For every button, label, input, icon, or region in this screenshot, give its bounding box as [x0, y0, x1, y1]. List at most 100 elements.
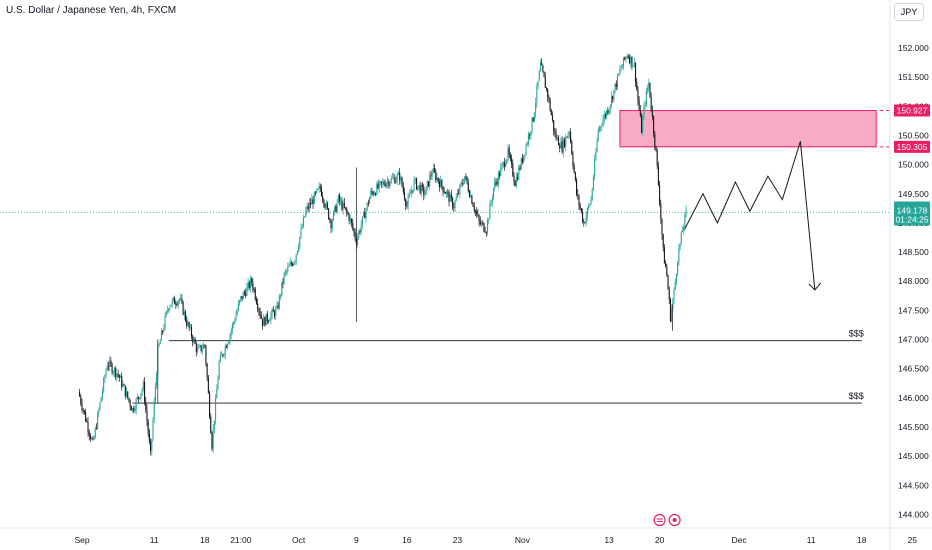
candle-body — [195, 343, 197, 352]
current-price-label: 149.178 — [897, 206, 928, 216]
candle-body — [632, 66, 634, 67]
candle-body — [258, 309, 260, 312]
supply-zone[interactable] — [619, 110, 877, 148]
candle-body — [337, 195, 339, 203]
candle-body — [596, 140, 598, 153]
candle-body — [365, 209, 367, 219]
candle-body — [584, 222, 586, 224]
candle-body — [561, 141, 563, 153]
currency-selector[interactable]: JPY — [894, 3, 924, 21]
candle-body — [420, 184, 422, 194]
candle-body — [227, 343, 229, 348]
candle-body — [277, 305, 279, 308]
candle-body — [518, 167, 520, 180]
zone-bottom-price-label-bg — [894, 140, 930, 153]
candle-body — [583, 221, 585, 223]
candle-body — [283, 272, 285, 284]
candle-body — [317, 188, 319, 190]
candle-body — [180, 298, 182, 300]
candle-body — [406, 205, 408, 207]
candle-body — [450, 194, 452, 198]
candle-body — [141, 389, 143, 394]
countdown-label: 01:24:25 — [895, 215, 928, 225]
x-tick-label: 11 — [150, 535, 159, 545]
candle-body — [608, 109, 610, 114]
candle-body — [651, 109, 653, 117]
candle-body — [460, 183, 462, 185]
candle-body — [290, 262, 292, 265]
candle-body — [616, 74, 619, 87]
candle-body — [207, 377, 209, 394]
candle-body — [148, 433, 150, 442]
candle-body — [519, 167, 521, 170]
candle-body — [366, 202, 368, 210]
candle-body — [350, 218, 353, 223]
candle-body — [620, 68, 622, 70]
candle-body — [523, 155, 525, 163]
candle-body — [204, 345, 206, 346]
candle-body — [548, 97, 550, 100]
candle-body — [273, 311, 276, 317]
candle-body — [192, 336, 194, 343]
candle-body — [118, 374, 120, 378]
candle-body — [124, 385, 126, 397]
candle-body — [163, 328, 165, 332]
candle-body — [401, 177, 403, 187]
candle-body — [217, 378, 219, 390]
candle-body — [239, 300, 241, 304]
candle-body — [330, 220, 332, 229]
candle-body — [607, 110, 609, 114]
candle-body — [189, 326, 191, 328]
candle-body — [338, 195, 341, 202]
candle-body — [177, 300, 179, 305]
candle-body — [563, 139, 566, 147]
candle-body — [529, 134, 531, 136]
candle-body — [382, 182, 384, 184]
candle-body — [135, 399, 137, 410]
candle-body — [308, 202, 310, 209]
candle-body — [81, 403, 83, 410]
candle-body — [332, 211, 335, 221]
candle-body — [638, 100, 640, 111]
candle-body — [679, 243, 681, 249]
candle-body — [158, 344, 160, 347]
candle-body — [661, 218, 663, 235]
y-tick-label: 144.500 — [898, 480, 929, 490]
candle-body — [467, 183, 469, 192]
candle-body — [349, 218, 351, 221]
candle-body — [532, 117, 534, 122]
candle-body — [483, 223, 485, 232]
candle-body — [434, 167, 436, 172]
candle-body — [511, 158, 513, 163]
candle-body — [323, 199, 325, 205]
candle-body — [107, 365, 110, 367]
candle-body — [685, 209, 687, 215]
candle-body — [654, 133, 656, 147]
candle-body — [235, 314, 237, 321]
candle-body — [280, 295, 282, 297]
candle-body — [230, 330, 232, 335]
candle-body — [415, 178, 418, 190]
us-flag-event-icon[interactable] — [653, 513, 666, 527]
y-tick-label: 152.000 — [898, 43, 929, 53]
projection-path[interactable] — [684, 141, 816, 290]
candle-body — [549, 99, 551, 111]
candle-body — [113, 368, 116, 373]
candle-body — [389, 182, 391, 186]
candle-body — [221, 354, 223, 356]
candle-body — [359, 231, 361, 233]
candle-body — [477, 214, 479, 216]
candle-body — [657, 165, 659, 186]
y-tick-label: 148.500 — [898, 247, 929, 257]
candle-body — [381, 181, 383, 184]
candle-body — [559, 145, 561, 149]
candle-body — [408, 194, 410, 197]
candle-body — [298, 246, 300, 251]
candle-body — [430, 175, 432, 177]
candle-body — [437, 177, 439, 182]
candle-body — [341, 200, 343, 210]
candle-body — [388, 180, 390, 186]
candle-body — [553, 120, 555, 132]
candle-body — [426, 181, 428, 187]
